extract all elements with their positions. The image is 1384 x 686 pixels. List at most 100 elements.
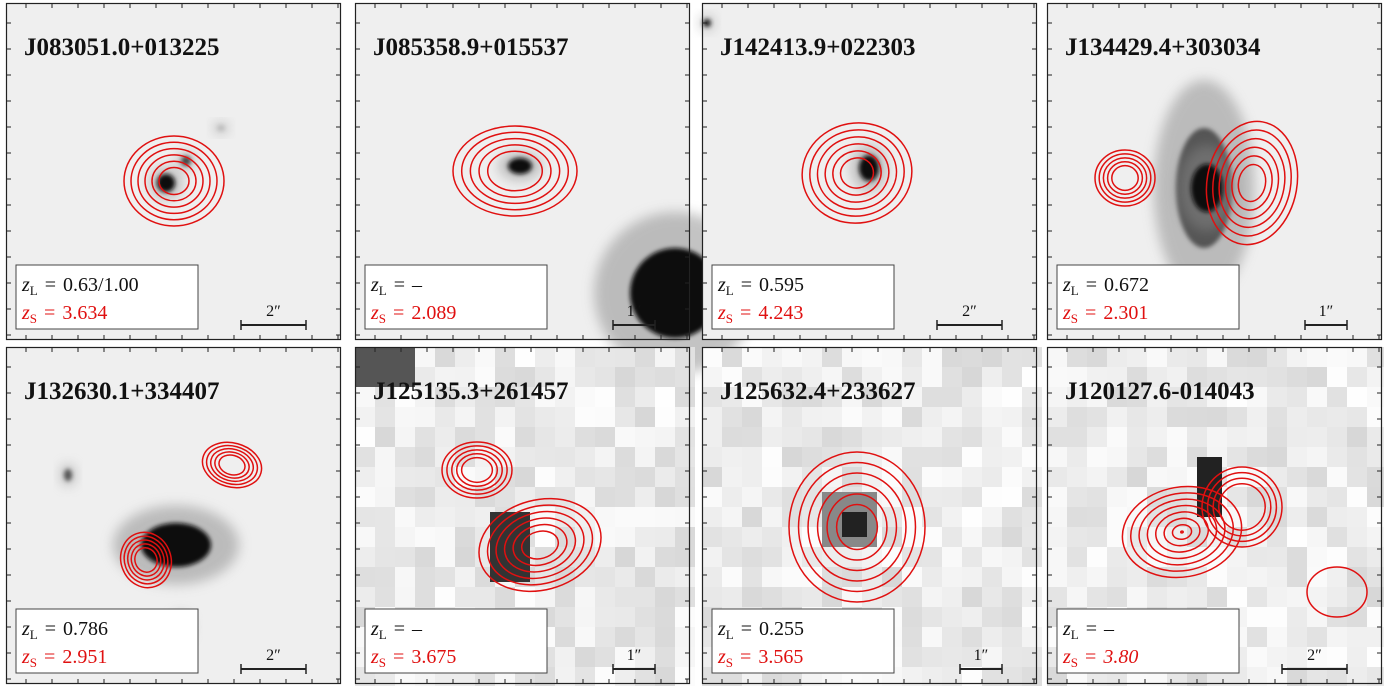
pixel [862,367,882,387]
pixel [762,507,782,527]
symbol: z [1062,302,1071,324]
pixel [495,347,515,367]
pixel [675,547,695,567]
pixel [802,427,822,447]
contour [1218,483,1266,531]
pixel [1167,487,1187,507]
contour [1111,164,1139,192]
pixel [635,427,655,447]
symbol: z [717,302,726,324]
lens-redshift: zL = 0.255 [717,618,804,642]
pixel [702,427,722,447]
symbol: z [1062,618,1071,640]
pixel [922,507,942,527]
pixel [802,387,822,407]
pixel [802,367,822,387]
pixel [595,627,615,647]
pixel [1227,427,1247,447]
pixel [455,387,475,407]
panel-title: J085358.9+015537 [373,34,569,61]
pixel [1307,407,1327,427]
pixel [535,387,555,407]
pixel [1087,447,1107,467]
contour [478,144,552,198]
pixel [982,667,1002,686]
pixel [1367,407,1384,427]
pixel [675,507,695,527]
source-redshift: zS = 2.089 [370,302,456,326]
pixel [802,587,822,607]
pixel [415,567,435,587]
contour [1206,471,1278,543]
pixel [702,547,722,567]
value: 3.634 [62,302,107,324]
pixel [722,367,742,387]
pixel [762,367,782,387]
pixel [1087,547,1107,567]
pixel [1067,567,1087,587]
pixel [982,347,1002,367]
symbol: z [1062,274,1071,296]
pixel [515,367,535,387]
panel-frame [701,2,1038,341]
pixel [1347,667,1367,686]
pixel [555,427,575,447]
redshift-box [15,264,199,330]
pixel [922,407,942,427]
pixel [882,447,902,467]
panel: J142413.9+022303 zL = 0.595 zS = 4.243 2″ [699,2,1038,341]
pixel [982,627,1002,647]
pixel [1287,587,1307,607]
pixel [1127,447,1147,467]
pixel [1107,587,1127,607]
pixel [595,447,615,467]
pixel [615,627,635,647]
source-redshift: zS = 3.675 [370,646,456,670]
pixel [802,467,822,487]
pixel [1002,607,1022,627]
pixel [1227,407,1247,427]
pixel [1287,547,1307,567]
pixel [535,467,555,487]
pixel [1307,587,1327,607]
contour [469,137,561,205]
pixel [1107,407,1127,427]
pixel [1187,587,1207,607]
contour [123,535,169,585]
equals: = [394,618,405,640]
pixel [942,367,962,387]
pixel [675,627,695,647]
pixel [1067,367,1087,387]
pixel [595,607,615,627]
pixel [1267,647,1287,667]
pixel [455,507,475,527]
pixel [842,367,862,387]
pixel [1247,567,1267,587]
contour [1163,517,1201,547]
pixel [575,447,595,467]
contour [826,493,888,561]
panel-title: J083051.0+013225 [24,34,220,61]
pixel [702,487,722,507]
pixel [962,487,982,507]
pixel [595,567,615,587]
pixel [355,407,375,427]
pixel [1327,567,1347,587]
contour [209,447,255,483]
redshift-box [1056,608,1240,674]
pixel [675,387,695,407]
pixel [1307,487,1327,507]
equals: = [741,274,752,296]
pixel [1327,427,1347,447]
pixel [1022,407,1042,427]
pixel [1307,647,1327,667]
pixel [1207,587,1227,607]
pixel [1002,507,1022,527]
pixel [1267,367,1287,387]
source-pixels [355,347,415,387]
pixel [942,567,962,587]
pixel [495,387,515,407]
pixel [535,487,555,507]
pixel [1187,567,1207,587]
pixel [942,627,962,647]
